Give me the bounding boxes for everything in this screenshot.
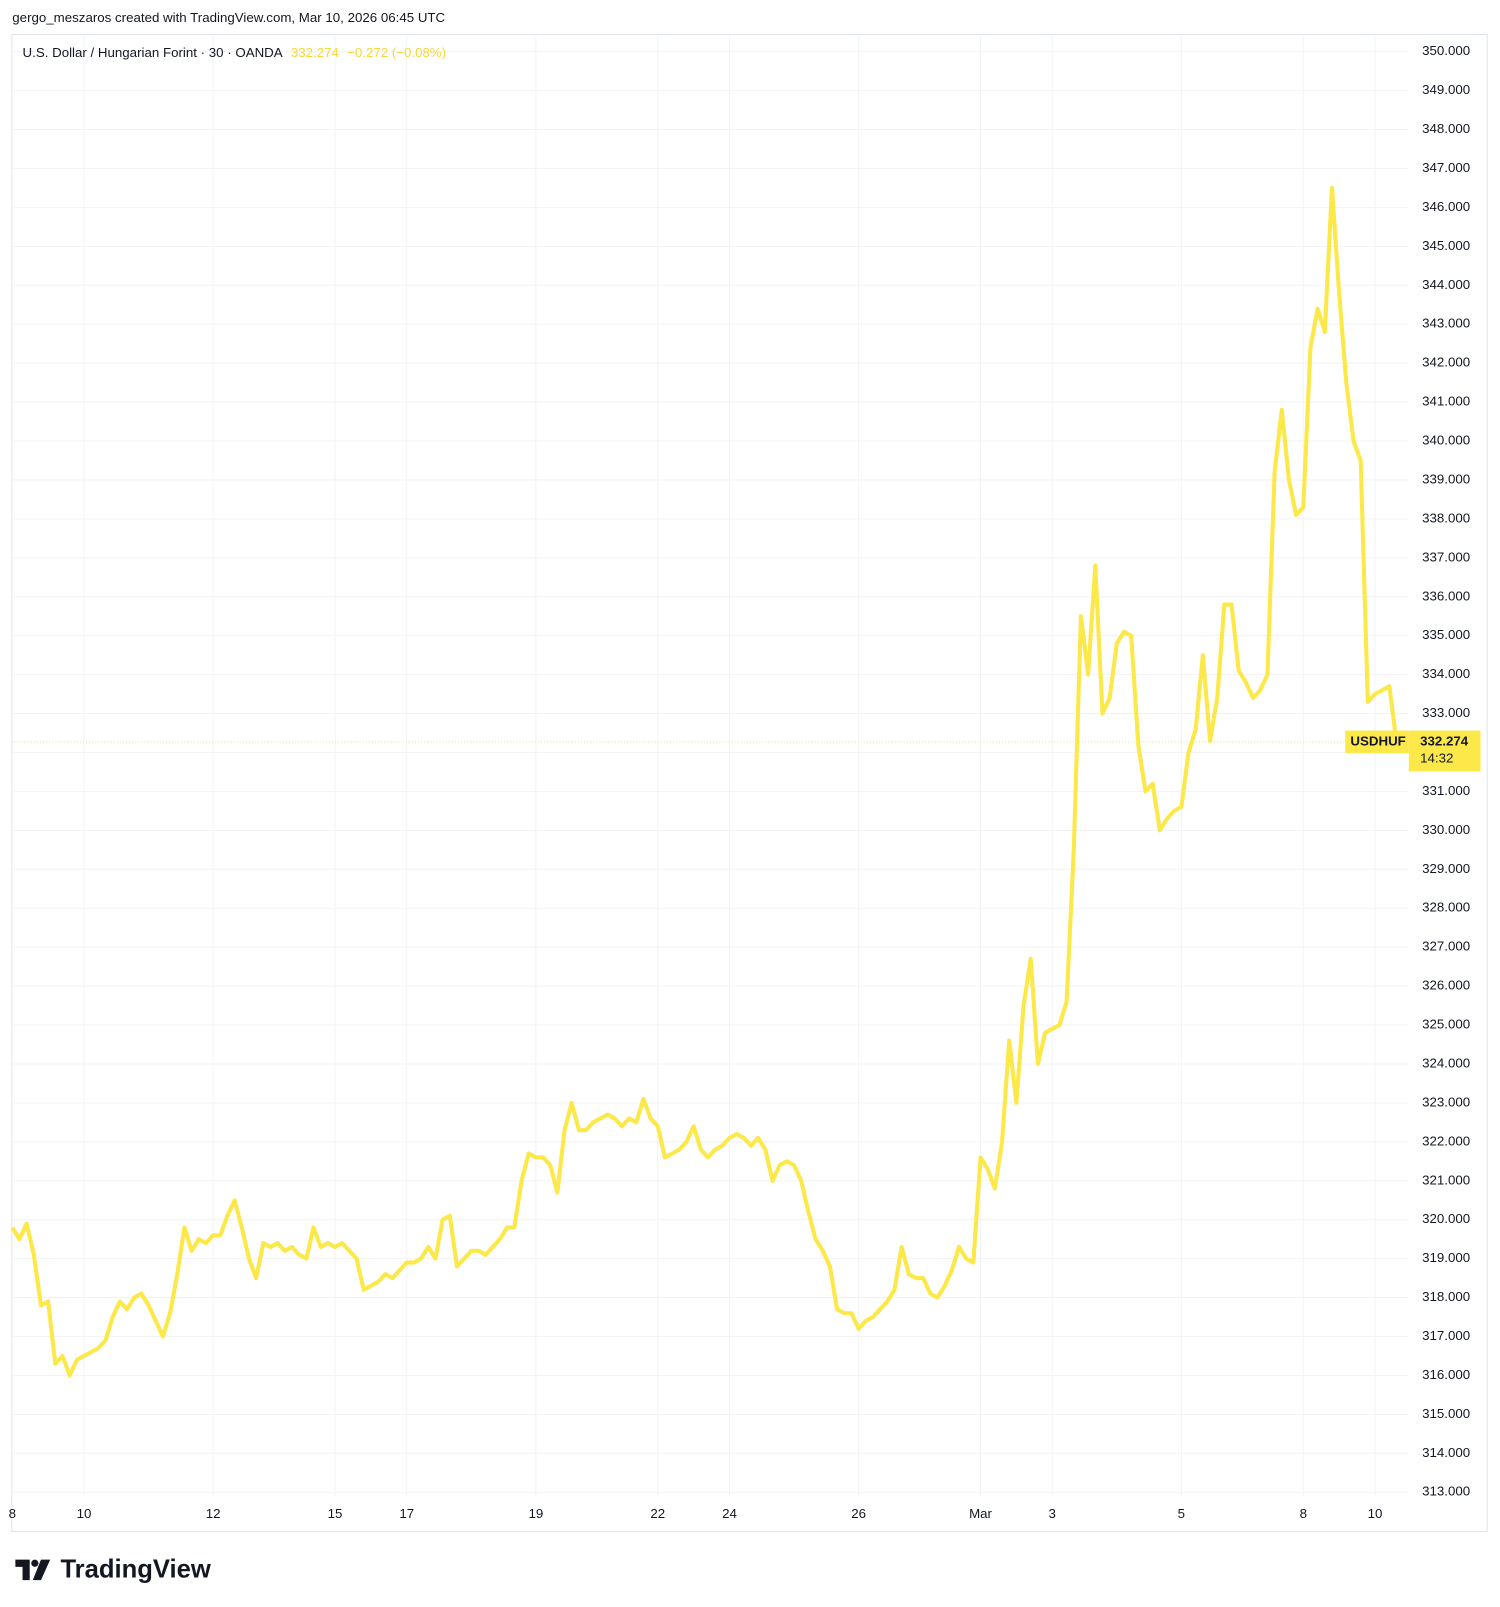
y-tick-label: 333.000 bbox=[1422, 705, 1470, 720]
y-tick-label: 324.000 bbox=[1422, 1055, 1470, 1070]
price-tag-value: 332.274 bbox=[1420, 733, 1469, 748]
credit: gergo_meszaros created with TradingView.… bbox=[12, 10, 445, 25]
y-tick-label: 326.000 bbox=[1422, 978, 1470, 993]
x-tick-label: 3 bbox=[1049, 1506, 1056, 1521]
x-tick-label: 8 bbox=[1300, 1506, 1307, 1521]
plot-area bbox=[10, 36, 1409, 1497]
symbol-tag bbox=[1345, 730, 1409, 754]
y-tick-label: 343.000 bbox=[1422, 316, 1470, 331]
y-tick-label: 313.000 bbox=[1422, 1484, 1470, 1499]
y-tick-label: 329.000 bbox=[1422, 861, 1470, 876]
y-tick-label: 337.000 bbox=[1422, 549, 1470, 564]
y-tick-label: 316.000 bbox=[1422, 1367, 1470, 1382]
price-line bbox=[10, 185, 1399, 1378]
y-tick-label: 347.000 bbox=[1422, 160, 1470, 175]
y-tick-label: 318.000 bbox=[1422, 1289, 1470, 1304]
x-tick-label: 17 bbox=[399, 1506, 414, 1521]
y-tick-label: 319.000 bbox=[1422, 1250, 1470, 1265]
y-tick-label: 345.000 bbox=[1422, 238, 1470, 253]
y-tick-label: 349.000 bbox=[1422, 82, 1470, 97]
x-tick-label: 22 bbox=[650, 1506, 665, 1521]
y-tick-label: 341.000 bbox=[1422, 394, 1470, 409]
y-tick-label: 320.000 bbox=[1422, 1211, 1470, 1226]
y-tick-label: 321.000 bbox=[1422, 1172, 1470, 1187]
logo-mark bbox=[31, 1559, 39, 1567]
y-tick-label: 323.000 bbox=[1422, 1094, 1470, 1109]
y-tick-label: 348.000 bbox=[1422, 121, 1470, 136]
x-tick-label: 8 bbox=[9, 1506, 16, 1521]
y-tick-label: 317.000 bbox=[1422, 1328, 1470, 1343]
y-tick-label: 338.000 bbox=[1422, 510, 1470, 525]
y-tick-label: 315.000 bbox=[1422, 1406, 1470, 1421]
x-tick-label: 10 bbox=[1368, 1506, 1383, 1521]
legend-change: −0.272 (−0.08%) bbox=[347, 45, 446, 60]
x-tick-label: 15 bbox=[328, 1506, 343, 1521]
legend-last-price: 332.274 bbox=[291, 45, 339, 60]
x-tick-label: Mar bbox=[969, 1506, 992, 1521]
x-tick-label: 26 bbox=[851, 1506, 866, 1521]
y-tick-label: 339.000 bbox=[1422, 471, 1470, 486]
y-tick-label: 350.000 bbox=[1422, 43, 1470, 58]
logo: TradingView bbox=[15, 1556, 211, 1584]
price-tag-countdown: 14:32 bbox=[1420, 751, 1453, 766]
y-tick-label: 328.000 bbox=[1422, 900, 1470, 915]
y-tick-label: 331.000 bbox=[1422, 783, 1470, 798]
y-tick-label: 330.000 bbox=[1422, 822, 1470, 837]
y-tick-label: 336.000 bbox=[1422, 588, 1470, 603]
x-tick-label: 24 bbox=[722, 1506, 737, 1521]
y-tick-label: 314.000 bbox=[1422, 1445, 1470, 1460]
y-tick-label: 340.000 bbox=[1422, 433, 1470, 448]
y-tick-label: 344.000 bbox=[1422, 277, 1470, 292]
brand: TradingView bbox=[60, 1556, 210, 1584]
price-tag bbox=[1408, 730, 1481, 772]
logo-mark bbox=[32, 1559, 51, 1581]
legend-title: U.S. Dollar / Hungarian Forint · 30 · OA… bbox=[23, 45, 283, 60]
y-tick-label: 346.000 bbox=[1422, 199, 1470, 214]
x-tick-label: 19 bbox=[528, 1506, 543, 1521]
y-tick-label: 325.000 bbox=[1422, 1017, 1470, 1032]
y-tick-label: 322.000 bbox=[1422, 1133, 1470, 1148]
y-tick-label: 327.000 bbox=[1422, 939, 1470, 954]
x-tick-label: 12 bbox=[206, 1506, 221, 1521]
x-tick-label: 10 bbox=[77, 1506, 92, 1521]
y-tick-label: 335.000 bbox=[1422, 627, 1470, 642]
symbol-tag-label: USDHUF bbox=[1350, 733, 1405, 748]
y-tick-label: 342.000 bbox=[1422, 355, 1470, 370]
x-tick-label: 5 bbox=[1178, 1506, 1185, 1521]
y-tick-label: 334.000 bbox=[1422, 666, 1470, 681]
logo-mark bbox=[15, 1559, 30, 1581]
